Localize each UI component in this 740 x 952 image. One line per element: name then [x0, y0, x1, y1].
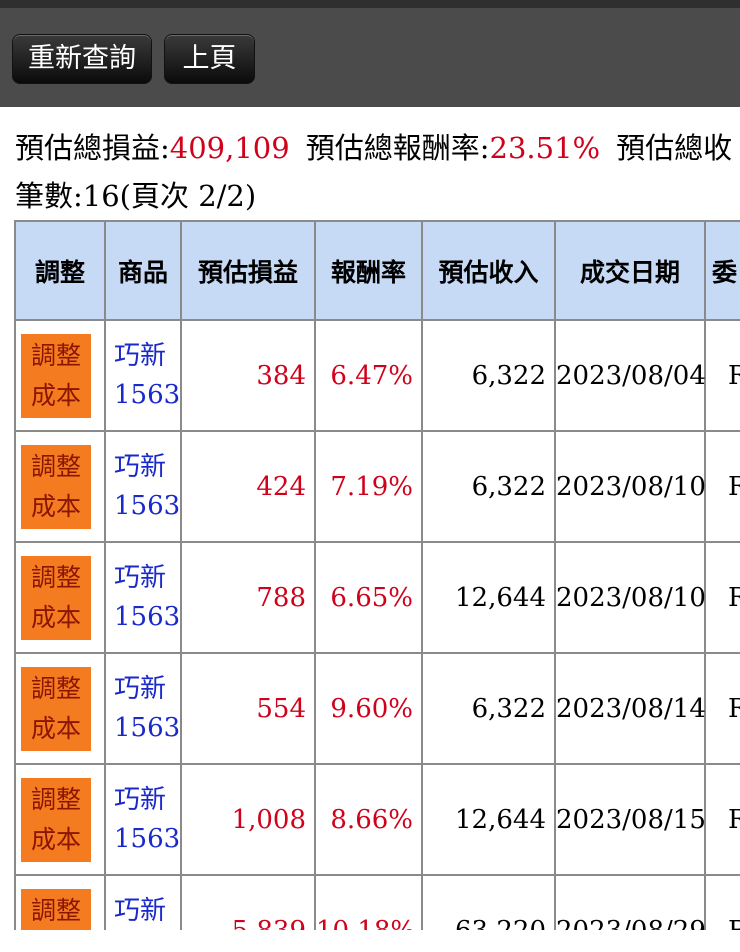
order-cell: R [704, 319, 740, 432]
results-table-container[interactable]: 調整 商品 預估損益 報酬率 預估收入 成交日期 委 調整 成本 巧新 1563 384… [14, 220, 740, 930]
requery-button[interactable]: 重新查詢 [12, 34, 152, 84]
return-cell: 7.19% [314, 430, 423, 543]
est-income-cell: 6,322 [421, 652, 556, 765]
adjust-cell: 調整成本 [14, 763, 106, 876]
est-income-cell: 12,644 [421, 541, 556, 654]
adjust-cost-label-2: 成本 [30, 824, 81, 854]
table-row: 調整 成本 巧新 1563 554 9.60% 6,322 2023/08/14 R [14, 652, 740, 765]
adjust-cell: 調整成本 [14, 652, 106, 765]
est-income-cell: 12,644 [421, 763, 556, 876]
adjust-cell: 調整成本 [14, 541, 106, 654]
product-code: 1563 [114, 601, 181, 632]
total-return-label: 預估總報酬率: [305, 131, 490, 165]
order-cell: R [704, 541, 740, 654]
adjust-cost-label-1: 調整 [30, 340, 81, 370]
product-name: 巧新 [114, 895, 167, 926]
header-trade-date: 成交日期 [554, 220, 706, 321]
order-cell: R [704, 652, 740, 765]
return-cell: 9.60% [314, 652, 423, 765]
header-est-pl: 預估損益 [180, 220, 316, 321]
est-income-cell: 63,220 [421, 874, 556, 930]
product-name: 巧新 [114, 451, 167, 482]
adjust-cell: 調整成本 [14, 430, 106, 543]
adjust-cost-label-1: 調整 [30, 451, 81, 481]
trade-date-cell: 2023/08/04 [554, 319, 706, 432]
trade-date-cell: 2023/08/14 [554, 652, 706, 765]
adjust-cost-button[interactable]: 調整成本 [21, 777, 91, 862]
adjust-cost-button[interactable]: 調整成本 [21, 555, 91, 640]
total-pl-value: 409,109 [169, 131, 290, 165]
adjust-cost-button[interactable]: 調整成本 [21, 444, 91, 529]
table-row: 調整 成本 巧新 1563 1,008 8.66% 12,644 2023/08/15 R [14, 763, 740, 876]
est-pl-cell: 788 [180, 541, 316, 654]
product-code: 1563 [114, 490, 181, 521]
table-row: 調整 成本 巧新 1563 424 7.19% 6,322 2023/08/10 R [14, 430, 740, 543]
adjust-cost-label-1: 調整 [30, 673, 81, 703]
est-pl-cell: 1,008 [180, 763, 316, 876]
product-name: 巧新 [114, 673, 167, 704]
total-pl-label: 預估總損益: [15, 131, 170, 165]
trade-date-cell: 2023/08/29 [554, 874, 706, 930]
return-cell: 8.66% [314, 763, 423, 876]
est-income-cell: 6,322 [421, 430, 556, 543]
status-strip [0, 0, 740, 8]
table-header-row: 調整 商品 預估損益 報酬率 預估收入 成交日期 委 [14, 220, 740, 321]
product-code: 1563 [114, 823, 181, 854]
adjust-cost-label-2: 成本 [30, 491, 81, 521]
adjust-cost-label-1: 調整 [30, 895, 81, 925]
previous-page-button[interactable]: 上頁 [164, 34, 255, 84]
adjust-cost-button[interactable]: 調整成本 [21, 333, 91, 418]
est-pl-cell: 5,839 [180, 874, 316, 930]
order-cell: R [704, 763, 740, 876]
adjust-cost-label-2: 成本 [30, 380, 81, 410]
record-count: 筆數:16(頁次 2/2) [15, 179, 257, 213]
header-product: 商品 [104, 220, 182, 321]
est-pl-cell: 554 [180, 652, 316, 765]
est-pl-cell: 384 [180, 319, 316, 432]
top-toolbar: 重新查詢 上頁 [0, 0, 740, 107]
adjust-cell: 調整成本 [14, 319, 106, 432]
results-table: 調整 商品 預估損益 報酬率 預估收入 成交日期 委 調整 成本 巧新 1563 384… [14, 220, 740, 930]
adjust-cost-label-2: 成本 [30, 713, 81, 743]
header-return: 報酬率 [314, 220, 423, 321]
adjust-cost-label-1: 調整 [30, 784, 81, 814]
adjust-cost-label-2: 成本 [30, 602, 81, 632]
table-row: 調整 成本 巧新 1563 384 6.47% 6,322 2023/08/04 R [14, 319, 740, 432]
adjust-cost-button[interactable]: 調整成本 [21, 666, 91, 751]
order-cell: R [704, 874, 740, 930]
product-name: 巧新 [114, 340, 167, 371]
product-link[interactable]: 巧新 1563 [104, 319, 182, 432]
return-cell: 6.47% [314, 319, 423, 432]
trade-date-cell: 2023/08/15 [554, 763, 706, 876]
product-code: 1563 [114, 379, 181, 410]
table-row: 調整 成本 巧新 1563 788 6.65% 12,644 2023/08/10 R [14, 541, 740, 654]
header-order: 委 [704, 220, 740, 321]
header-adjust: 調整 [14, 220, 106, 321]
trade-date-cell: 2023/08/10 [554, 430, 706, 543]
trade-date-cell: 2023/08/10 [554, 541, 706, 654]
order-cell: R [704, 430, 740, 543]
product-link[interactable]: 巧新 1563 [104, 652, 182, 765]
product-link[interactable]: 巧新 1563 [104, 763, 182, 876]
header-est-income: 預估收入 [421, 220, 556, 321]
total-income-label: 預估總收 [616, 131, 733, 165]
product-link[interactable]: 巧新 1563 [104, 430, 182, 543]
product-link[interactable]: 巧新 1563 [104, 541, 182, 654]
return-cell: 6.65% [314, 541, 423, 654]
return-cell: 10.18% [314, 874, 423, 930]
product-name: 巧新 [114, 562, 167, 593]
summary-line: 預估總損益:409,109 預估總報酬率:23.51% 預估總收 [15, 126, 740, 170]
product-name: 巧新 [114, 784, 167, 815]
product-code: 1563 [114, 712, 181, 743]
est-pl-cell: 424 [180, 430, 316, 543]
total-return-value: 23.51% [489, 131, 601, 165]
adjust-cost-label-1: 調整 [30, 562, 81, 592]
est-income-cell: 6,322 [421, 319, 556, 432]
